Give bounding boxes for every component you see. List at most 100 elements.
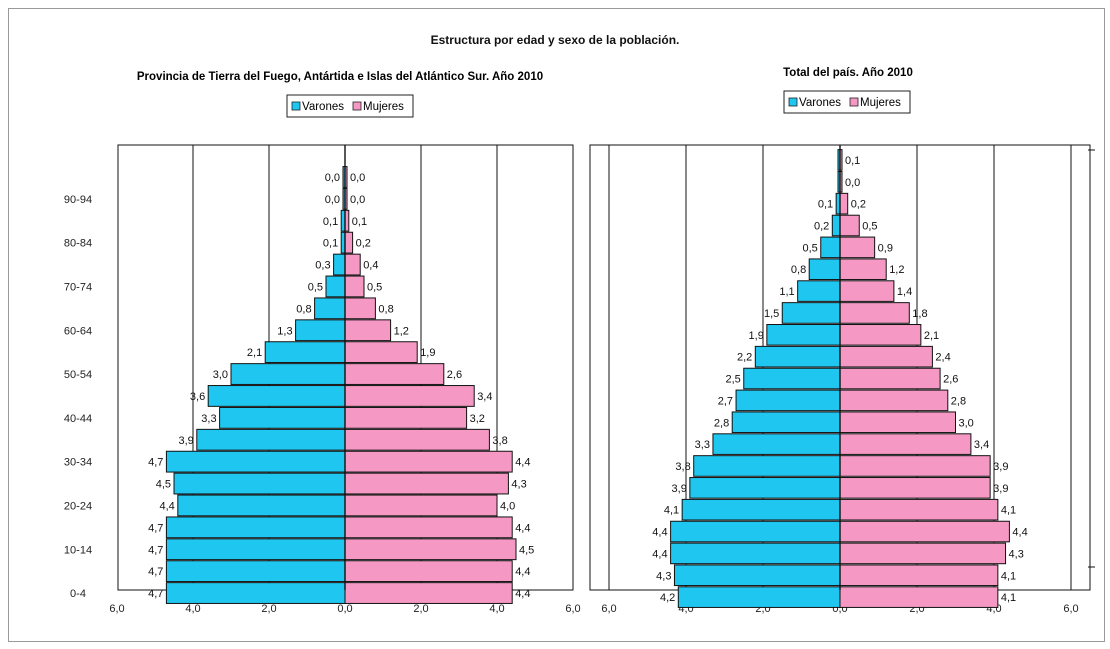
bar-varones <box>693 455 841 477</box>
bar-varones <box>670 542 841 565</box>
data-label-varones: 0,5 <box>308 281 323 293</box>
chart-1-title: Provincia de Tierra del Fuego, Antártida… <box>137 71 543 83</box>
data-label-varones: 1,9 <box>749 330 764 342</box>
bar-mujeres <box>839 477 991 499</box>
bar-varones <box>219 406 346 429</box>
data-label-mujeres: 0,9 <box>878 242 893 254</box>
chart-2-legend-box <box>783 90 911 114</box>
bar-varones <box>314 297 346 320</box>
bar-varones <box>731 411 841 434</box>
data-label-varones: 4,1 <box>664 505 679 517</box>
frame-notch <box>869 9 899 12</box>
data-label-mujeres: 0,0 <box>845 177 860 189</box>
page-title: Estructura por edad y sexo de la poblaci… <box>430 33 680 47</box>
data-label-varones: 2,2 <box>737 352 752 364</box>
chart-1-x-tick-label: 4,0 <box>489 603 504 615</box>
bar-varones <box>165 538 346 561</box>
bar-varones <box>673 564 841 587</box>
bar-mujeres <box>839 192 849 215</box>
data-label-varones: 4,4 <box>652 527 667 539</box>
bar-mujeres <box>839 367 941 390</box>
data-label-mujeres: 0,0 <box>350 172 365 184</box>
bar-mujeres <box>344 428 490 451</box>
bar-mujeres <box>344 538 517 561</box>
data-label-varones: 0,8 <box>296 303 311 315</box>
bar-varones <box>173 472 346 495</box>
data-label-mujeres: 0,5 <box>862 221 877 233</box>
data-label-mujeres: 4,1 <box>1001 505 1016 517</box>
data-label-varones: 3,9 <box>672 483 687 495</box>
bar-mujeres <box>839 433 972 455</box>
data-label-mujeres: 4,3 <box>1009 548 1024 560</box>
data-label-varones: 1,5 <box>764 308 779 320</box>
bar-mujeres <box>344 560 513 583</box>
data-label-varones: 0,8 <box>791 264 806 276</box>
category-label: 10-14 <box>64 544 92 556</box>
data-label-varones: 4,7 <box>148 588 163 600</box>
data-label-varones: 3,3 <box>201 413 216 425</box>
data-label-varones: 3,3 <box>695 439 710 451</box>
bar-mujeres <box>344 385 475 407</box>
data-label-varones: 4,7 <box>148 457 163 469</box>
data-label-varones: 0,2 <box>814 221 829 233</box>
data-label-varones: 3,9 <box>179 435 194 447</box>
data-label-varones: 2,1 <box>247 347 262 359</box>
bar-varones <box>165 560 346 583</box>
data-label-mujeres: 0,2 <box>851 199 866 211</box>
data-label-mujeres: 1,2 <box>889 264 904 276</box>
data-label-varones: 0,1 <box>323 216 338 228</box>
bar-mujeres <box>839 389 949 412</box>
bar-mujeres <box>839 498 999 521</box>
bar-mujeres <box>839 411 956 434</box>
bar-varones <box>681 498 841 521</box>
bar-varones <box>735 389 841 412</box>
category-label: 90-94 <box>64 194 92 206</box>
data-label-varones: 4,7 <box>148 566 163 578</box>
bar-mujeres <box>344 494 498 517</box>
category-label: 80-84 <box>64 238 92 250</box>
data-label-mujeres: 0,5 <box>367 281 382 293</box>
category-label: 40-44 <box>64 413 92 425</box>
category-label: 50-54 <box>64 369 92 381</box>
bar-varones <box>689 477 841 499</box>
data-label-varones: 4,4 <box>652 548 667 560</box>
bar-mujeres <box>839 345 933 368</box>
bar-varones <box>677 586 841 608</box>
category-label: 70-74 <box>64 281 92 293</box>
bar-mujeres <box>839 236 876 259</box>
chart-1-x-tick-label: 2,0 <box>261 603 276 615</box>
data-label-varones: 0,3 <box>315 260 330 272</box>
data-label-mujeres: 4,5 <box>519 544 534 556</box>
data-label-varones: 0,1 <box>818 199 833 211</box>
data-label-mujeres: 0,1 <box>352 216 367 228</box>
bar-varones <box>743 367 841 390</box>
legend-label-varones: Varones <box>302 101 344 113</box>
bar-varones <box>712 433 841 455</box>
data-label-varones: 4,4 <box>160 500 175 512</box>
data-label-varones: 4,7 <box>148 522 163 534</box>
bar-mujeres <box>839 455 991 477</box>
bar-mujeres <box>344 516 513 539</box>
data-label-mujeres: 4,1 <box>1001 570 1016 582</box>
data-label-varones: 2,7 <box>718 395 733 407</box>
bar-mujeres <box>839 542 1007 565</box>
data-label-mujeres: 1,2 <box>394 325 409 337</box>
bar-mujeres <box>344 450 513 473</box>
bar-varones <box>797 280 841 302</box>
data-label-varones: 1,1 <box>779 286 794 298</box>
bar-varones <box>333 253 346 276</box>
chart-1-x-tick-label: 4,0 <box>185 603 200 615</box>
data-label-varones: 4,7 <box>148 544 163 556</box>
data-label-mujeres: 3,4 <box>974 439 989 451</box>
bar-varones <box>670 520 841 543</box>
data-label-mujeres: 3,2 <box>470 413 485 425</box>
data-label-varones: 1,3 <box>277 325 292 337</box>
data-label-mujeres: 0,2 <box>356 238 371 250</box>
data-label-mujeres: 1,8 <box>912 308 927 320</box>
data-label-mujeres: 2,6 <box>943 374 958 386</box>
bar-varones <box>165 450 346 473</box>
data-label-mujeres: 3,4 <box>477 391 492 403</box>
bar-mujeres <box>344 319 392 342</box>
bar-mujeres <box>344 341 418 364</box>
chart-1-x-tick-label: 2,0 <box>413 603 428 615</box>
